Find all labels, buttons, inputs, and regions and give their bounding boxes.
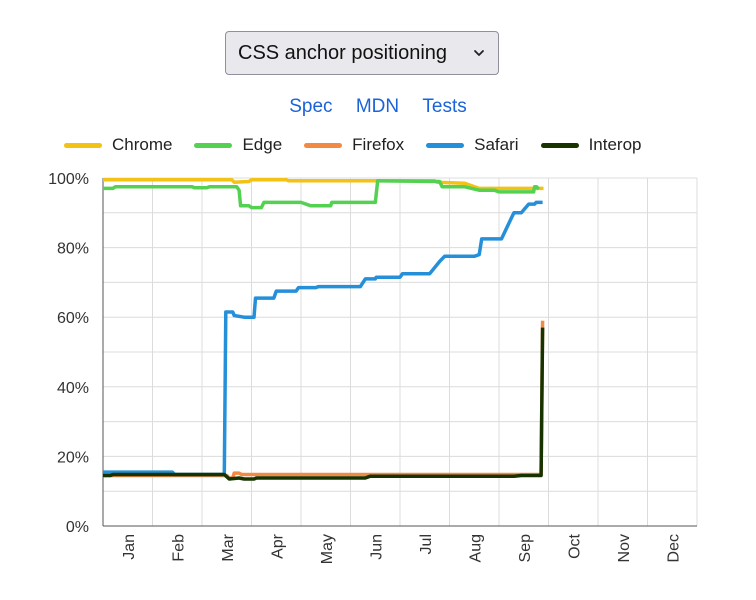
y-tick-label: 100% — [48, 171, 89, 188]
y-tick-label: 0% — [66, 519, 89, 536]
x-tick-label: Sep — [517, 534, 534, 563]
chart-legend: Chrome Edge Firefox Safari Interop — [64, 133, 664, 157]
legend-item-edge[interactable]: Edge — [194, 135, 282, 155]
legend-swatch-firefox — [304, 142, 343, 148]
y-tick-label: 60% — [57, 310, 89, 327]
legend-label-firefox: Firefox — [352, 135, 405, 154]
series-line-firefox — [103, 320, 545, 480]
reference-links: Spec MDN Tests — [0, 96, 756, 118]
legend-item-interop[interactable]: Interop — [540, 135, 642, 155]
x-tick-label: Apr — [269, 533, 286, 559]
x-tick-label: Jan — [121, 534, 138, 560]
series-line-interop — [103, 327, 545, 481]
y-tick-label: 40% — [57, 380, 89, 397]
x-tick-label: Mar — [220, 533, 237, 561]
legend-item-chrome[interactable]: Chrome — [64, 135, 172, 155]
series-line-safari — [103, 200, 543, 477]
y-tick-label: 20% — [57, 449, 89, 466]
legend-label-safari: Safari — [474, 135, 519, 154]
x-tick-label: Nov — [616, 534, 633, 562]
series-line-edge — [103, 179, 540, 210]
legend-swatch-chrome — [64, 142, 102, 148]
legend-label-edge: Edge — [242, 135, 283, 154]
series-line-chrome — [103, 177, 544, 191]
feature-select-value: CSS anchor positioning — [238, 41, 448, 64]
tests-link[interactable]: Tests — [422, 96, 467, 117]
legend-item-safari[interactable]: Safari — [426, 135, 519, 155]
legend-label-interop: Interop — [588, 135, 642, 154]
y-tick-label: 80% — [57, 241, 89, 258]
x-tick-label: Oct — [566, 533, 583, 558]
spec-link[interactable]: Spec — [289, 96, 333, 117]
legend-swatch-edge — [194, 142, 233, 148]
legend-swatch-safari — [426, 142, 465, 148]
legend-swatch-interop — [540, 142, 579, 148]
x-tick-label: Jul — [418, 534, 435, 554]
x-tick-label: Feb — [170, 534, 187, 562]
legend-label-chrome: Chrome — [112, 135, 173, 154]
chevron-down-icon — [474, 50, 484, 56]
mdn-link[interactable]: MDN — [355, 96, 400, 117]
feature-select[interactable]: CSS anchor positioning — [225, 31, 499, 75]
x-tick-label: Aug — [467, 534, 484, 562]
legend-item-firefox[interactable]: Firefox — [304, 135, 404, 155]
x-tick-label: Jun — [368, 534, 385, 560]
x-tick-label: May — [319, 534, 336, 564]
x-tick-label: Dec — [665, 534, 682, 562]
